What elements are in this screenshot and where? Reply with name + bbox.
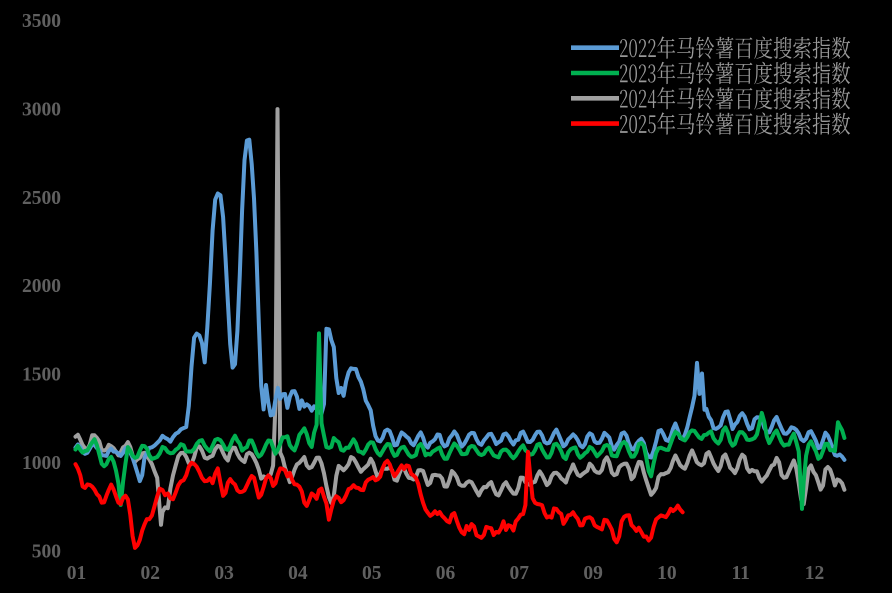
svg-text:2000: 2000 bbox=[22, 276, 61, 297]
svg-text:12: 12 bbox=[805, 563, 825, 584]
svg-text:1000: 1000 bbox=[22, 453, 61, 474]
svg-text:03: 03 bbox=[214, 563, 234, 584]
svg-text:04: 04 bbox=[288, 563, 308, 584]
svg-text:01: 01 bbox=[67, 563, 87, 584]
svg-text:3000: 3000 bbox=[22, 99, 61, 120]
svg-text:2500: 2500 bbox=[22, 188, 61, 209]
svg-text:500: 500 bbox=[32, 542, 61, 563]
svg-text:3500: 3500 bbox=[22, 11, 61, 32]
svg-text:02: 02 bbox=[141, 563, 161, 584]
svg-text:05: 05 bbox=[362, 563, 382, 584]
svg-text:10: 10 bbox=[657, 563, 677, 584]
svg-text:11: 11 bbox=[731, 563, 749, 584]
svg-text:1500: 1500 bbox=[22, 365, 61, 386]
svg-text:06: 06 bbox=[436, 563, 456, 584]
svg-text:07: 07 bbox=[510, 563, 530, 584]
svg-text:09: 09 bbox=[583, 563, 603, 584]
